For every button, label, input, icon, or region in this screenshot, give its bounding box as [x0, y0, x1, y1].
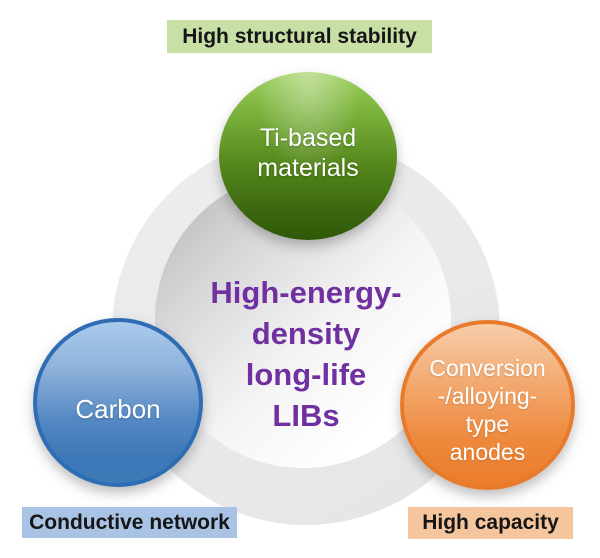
- node-right-line-4: anodes: [449, 439, 526, 465]
- node-left-line-1: Carbon: [75, 394, 161, 424]
- node-carbon-label: Carbon: [75, 394, 160, 425]
- node-top-line-2: materials: [257, 154, 359, 182]
- node-right-line-3: type: [465, 411, 510, 437]
- tag-high-capacity: High capacity: [408, 507, 573, 539]
- tag-high-structural-stability: High structural stability: [167, 20, 432, 53]
- center-line-2: density: [251, 316, 361, 351]
- node-ti-based-materials: Ti-based materials: [219, 72, 397, 240]
- tag-conductive-network: Conductive network: [22, 507, 237, 538]
- center-goal-text: High-energy- density long-life LIBs: [156, 272, 456, 436]
- node-right-line-1: Conversion: [429, 355, 546, 381]
- node-top-line-1: Ti-based: [259, 124, 357, 152]
- node-conversion-alloying-anodes-label: Conversion -/alloying- type anodes: [429, 354, 545, 466]
- center-line-1: High-energy-: [210, 275, 402, 310]
- center-line-3: long-life: [245, 357, 367, 392]
- center-line-4: LIBs: [272, 398, 340, 433]
- node-conversion-alloying-anodes: Conversion -/alloying- type anodes: [400, 320, 575, 490]
- node-right-line-2: -/alloying-: [437, 383, 538, 409]
- node-carbon: Carbon: [33, 318, 203, 487]
- node-ti-based-materials-label: Ti-based materials: [257, 123, 358, 183]
